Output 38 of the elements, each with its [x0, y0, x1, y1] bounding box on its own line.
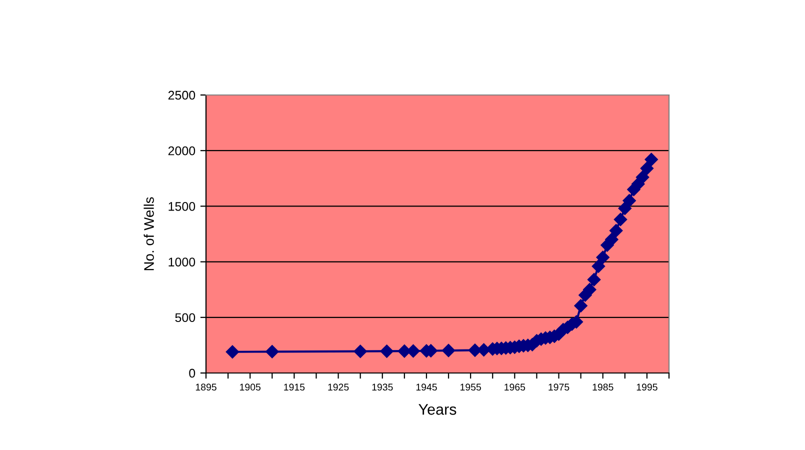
x-tick-label: 1995 [636, 384, 658, 391]
y-tick-label: 2500 [168, 90, 196, 100]
x-tick-label: 1905 [240, 384, 261, 391]
x-tick-label: 1965 [504, 384, 526, 391]
point [614, 212, 628, 226]
point [592, 260, 606, 273]
point [622, 194, 636, 208]
x-tick-label: 1945 [416, 384, 437, 391]
x-tick-label: 1895 [196, 384, 216, 391]
x-tick-label: 1955 [460, 384, 481, 391]
point [583, 283, 596, 296]
x-tick-label: 1935 [372, 384, 393, 391]
point [574, 299, 588, 312]
point [596, 250, 610, 264]
point [406, 344, 420, 358]
x-tick-label: 1915 [284, 384, 305, 391]
point [618, 202, 632, 216]
point [644, 152, 658, 166]
x-axis-title: Years [418, 404, 456, 415]
point [636, 170, 650, 184]
y-tick-label: 1000 [168, 258, 196, 266]
x-tick-label: 1985 [592, 384, 614, 391]
y-tick-label: 0 [189, 368, 196, 378]
x-tick-label: 1975 [548, 384, 570, 391]
point [226, 345, 240, 358]
point [640, 162, 654, 175]
point [354, 344, 367, 358]
point [442, 344, 456, 358]
y-tick-label: 500 [175, 313, 196, 322]
y-tick-label: 2000 [168, 146, 196, 156]
point [587, 273, 601, 286]
x-tick-label: 1925 [328, 384, 349, 391]
y-axis-title: No. of Wells [144, 197, 154, 270]
point [605, 232, 618, 246]
y-tick-label: 1500 [168, 202, 196, 211]
point [266, 345, 279, 358]
point [610, 224, 623, 238]
point [380, 344, 394, 358]
